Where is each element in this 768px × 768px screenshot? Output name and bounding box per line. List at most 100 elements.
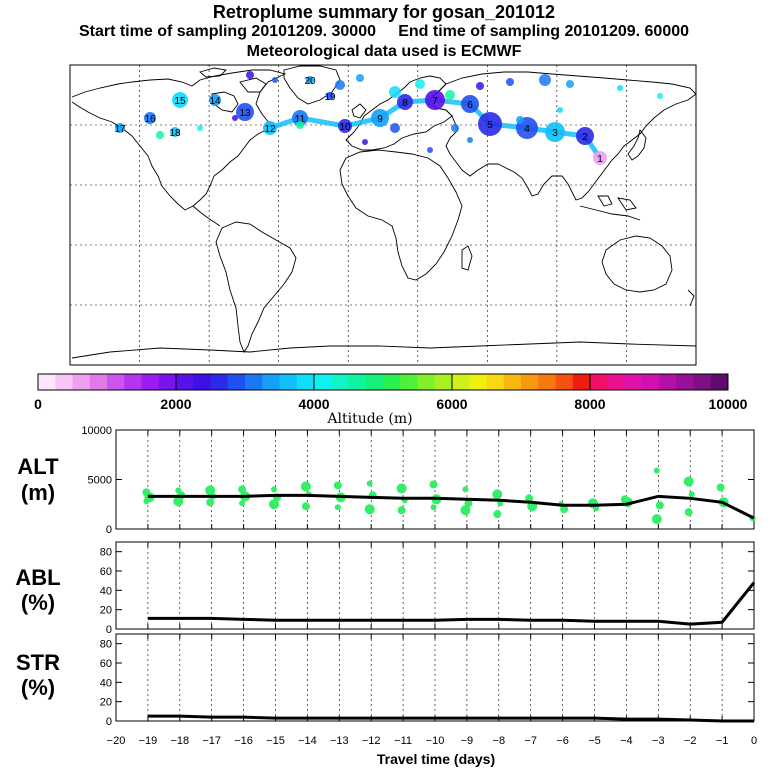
plume-dot (356, 74, 364, 82)
colorbar-cell (124, 374, 142, 390)
panel-ytick-label: 0 (106, 524, 112, 536)
colorbar-cell (245, 374, 263, 390)
alt-point (397, 506, 406, 515)
colorbar-cell (89, 374, 108, 390)
plume-day-label: 6 (467, 100, 473, 111)
colorbar-cell (590, 374, 608, 390)
alt-point (525, 494, 534, 503)
alt-point (429, 480, 438, 489)
alt-point (684, 508, 693, 517)
abl-panel: 0 20 40 60 80 ABL (%) (15, 541, 756, 636)
colorbar-cell (572, 374, 591, 390)
plume-dot (390, 123, 400, 133)
colorbar-cell (486, 374, 505, 390)
plume-day-circle (263, 121, 277, 135)
plume-day-label: 15 (174, 96, 186, 107)
colorbar-cell (210, 374, 229, 390)
colorbar-cell (227, 374, 246, 390)
panel-ytick-label: 60 (100, 658, 112, 670)
colorbar-tick-label: 6000 (436, 396, 467, 412)
plume-day-circle (371, 109, 389, 127)
plume-dot (197, 125, 203, 131)
x-tick-label: −9 (461, 735, 474, 747)
x-tick-label: −2 (684, 735, 697, 747)
str-ylabel-top: STR (16, 650, 60, 675)
alt-point (492, 489, 503, 500)
plume-day-label: 8 (402, 98, 408, 109)
panel-ytick-label: 40 (100, 677, 112, 689)
plume-day-label: 3 (552, 128, 558, 139)
alt-yticks: 0 5000 10000 (81, 425, 754, 536)
alt-point (653, 467, 660, 474)
abl-line (147, 581, 756, 626)
colorbar-cell (521, 374, 539, 390)
alt-point (560, 505, 569, 514)
alt-grid (115, 430, 755, 529)
plume-day-circle (170, 127, 180, 137)
abl-grid (115, 542, 755, 629)
colorbar-cell (72, 374, 91, 390)
plume-dot (557, 107, 563, 113)
x-tick-label: −8 (493, 735, 506, 747)
plume-day-circle (425, 90, 445, 110)
str-grid (115, 634, 755, 721)
panel-ytick-label: 0 (106, 624, 112, 636)
alt-point (655, 501, 664, 510)
colorbar-ticks: 0 2000 4000 6000 8000 10000 (34, 374, 748, 412)
plume-dot (617, 85, 623, 91)
colorbar-cell (400, 374, 418, 390)
colorbar-cell (417, 374, 436, 390)
x-tick-label: −16 (234, 735, 253, 747)
abl-yticks: 0 20 40 60 80 (100, 547, 754, 636)
colorbar-cell (141, 374, 160, 390)
alt-point (269, 499, 279, 510)
colorbar-cells (38, 374, 729, 390)
alt-point (716, 483, 725, 492)
plume-dot (506, 78, 514, 86)
plume-day-label: 5 (487, 120, 493, 131)
plume-day-label: 13 (239, 108, 251, 119)
x-tick-label: −15 (266, 735, 285, 747)
plume-dot (232, 115, 238, 121)
alt-ylabel-top: ALT (17, 454, 59, 479)
panel-ytick-label: 40 (100, 585, 112, 597)
alt-point (238, 485, 247, 494)
colorbar-tick-label: 4000 (298, 396, 329, 412)
plume-day-circle (593, 151, 607, 165)
plume-day-circle (209, 94, 221, 106)
chart-title: Retroplume summary for gosan_201012 (212, 2, 556, 22)
alt-panel: 0 5000 10000 ALT (m) (17, 425, 756, 536)
plume-dot (516, 116, 524, 124)
alt-point (366, 480, 373, 487)
colorbar-cell (279, 374, 298, 390)
alt-point (493, 510, 502, 519)
x-tick-label: −6 (556, 735, 569, 747)
met-data-note: Meteorological data used is ECMWF (246, 43, 522, 60)
alt-point (143, 498, 150, 505)
plume-dot (427, 147, 433, 153)
alt-point (430, 504, 437, 511)
plume-day-circle (144, 112, 156, 124)
plume-day-label: 16 (144, 114, 156, 125)
alt-point (173, 496, 184, 507)
plume-day-label: 18 (169, 128, 181, 139)
colorbar-cell (365, 374, 384, 390)
colorbar-cell (107, 374, 125, 390)
plume-day-label: 2 (582, 132, 588, 143)
colorbar-cell (296, 374, 315, 390)
alt-frame (115, 429, 755, 530)
plume-dot (246, 71, 254, 79)
colorbar-cell (38, 374, 56, 390)
alt-point (688, 491, 695, 498)
alt-point (464, 499, 473, 508)
alt-point (334, 504, 341, 511)
alt-point (205, 485, 216, 496)
colorbar-cell (314, 374, 332, 390)
str-line (147, 714, 754, 723)
plume-day-label: 14 (209, 96, 221, 107)
plume-day-label: 4 (524, 124, 530, 135)
x-tick-label: −18 (170, 735, 189, 747)
plume-dot (335, 80, 345, 90)
colorbar-cell (693, 374, 712, 390)
